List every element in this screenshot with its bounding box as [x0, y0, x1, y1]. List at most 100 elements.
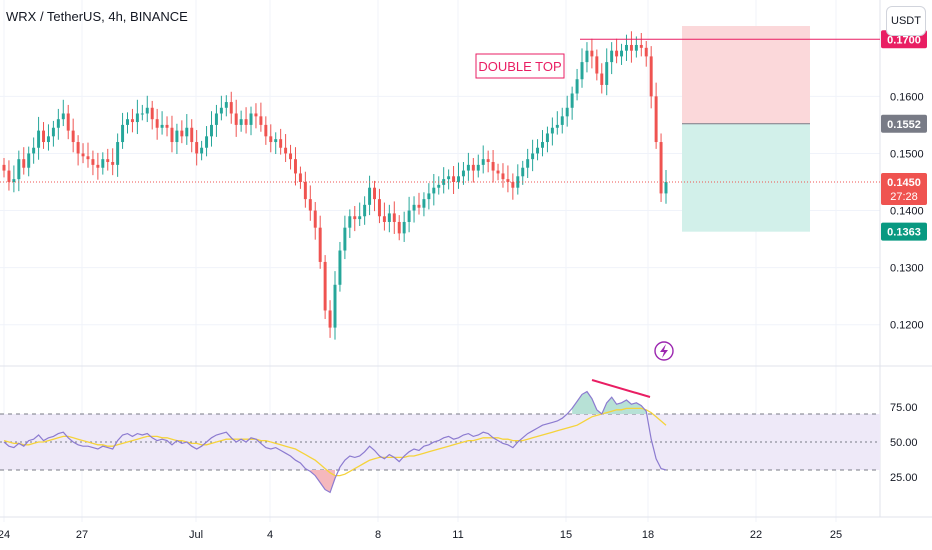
candle-body	[353, 216, 357, 220]
candle-body	[17, 159, 21, 180]
time-tick-label: 8	[375, 529, 381, 541]
rsi-divergence-line	[591, 379, 651, 398]
candle-body	[126, 119, 129, 125]
candle-body	[205, 136, 209, 148]
candle	[37, 116, 41, 160]
candle-body	[575, 79, 579, 94]
candle	[205, 126, 209, 157]
time-tick-label: 25	[830, 529, 842, 541]
candle	[2, 158, 6, 178]
current-price-tag: 0.1450 27:28	[881, 173, 927, 205]
candle	[279, 128, 283, 155]
candle-body	[175, 130, 179, 143]
candle-body	[531, 153, 535, 160]
candle	[447, 169, 451, 190]
candle	[175, 123, 179, 155]
candle	[200, 140, 204, 161]
candle-body	[214, 113, 218, 125]
candle	[7, 160, 11, 191]
candle-body	[565, 107, 569, 117]
candle-body	[298, 173, 302, 182]
candle	[417, 192, 421, 215]
candle-body	[96, 164, 100, 168]
candle-body	[254, 113, 258, 117]
candle-body	[397, 221, 401, 234]
candle-body	[620, 50, 624, 57]
candle	[160, 111, 164, 135]
time-tick-label: 22	[750, 529, 762, 541]
candle	[22, 147, 26, 175]
candle	[620, 43, 624, 65]
candle-body	[303, 182, 307, 200]
candle	[224, 95, 228, 117]
candle-body	[170, 127, 174, 143]
candle	[624, 34, 628, 61]
candle-body	[461, 170, 465, 177]
candle	[328, 300, 332, 338]
candle-body	[51, 127, 55, 137]
candle	[501, 163, 505, 188]
candle	[61, 99, 65, 127]
candle	[116, 133, 120, 177]
candle	[545, 126, 549, 153]
candle-body	[541, 142, 544, 148]
candle	[155, 108, 159, 140]
candle	[541, 130, 544, 157]
currency-button[interactable]: USDT	[886, 6, 926, 36]
candle	[639, 32, 643, 57]
candle-body	[106, 159, 110, 163]
candle	[629, 31, 633, 63]
candle	[135, 99, 139, 135]
candle	[397, 215, 401, 241]
candle	[269, 124, 273, 153]
candle-body	[580, 62, 584, 80]
candle	[590, 38, 594, 69]
candle	[476, 154, 480, 178]
candle	[526, 148, 530, 179]
candle-body	[422, 199, 426, 208]
candle	[66, 104, 70, 140]
candle	[284, 134, 288, 163]
candle-body	[437, 184, 441, 188]
candle	[130, 108, 134, 133]
candle-body	[121, 124, 125, 143]
candle	[442, 167, 446, 194]
candle	[244, 107, 248, 134]
candlestick-series	[2, 31, 668, 340]
target-tag-text: 0.1363	[887, 227, 921, 239]
time-tick-label: Jul	[189, 529, 203, 541]
candle	[293, 147, 297, 186]
candle	[481, 145, 485, 174]
candle-body	[545, 133, 549, 143]
candle-body	[634, 44, 638, 51]
candle-body	[560, 116, 564, 125]
rsi-oversold-fill	[310, 470, 335, 493]
candle-body	[185, 127, 189, 137]
double-top-label: DOUBLE TOP	[478, 59, 561, 74]
candle-body	[2, 164, 6, 171]
candle	[254, 103, 258, 129]
candle-body	[407, 210, 411, 222]
candle	[17, 150, 21, 192]
candle	[303, 171, 307, 208]
candle-body	[382, 216, 386, 222]
candle	[165, 116, 169, 137]
overlays: DOUBLE TOP	[0, 38, 880, 361]
candle	[600, 63, 604, 94]
candle	[219, 95, 223, 121]
candle	[644, 40, 648, 67]
candle-body	[605, 62, 609, 85]
candle	[101, 152, 105, 175]
candle	[56, 108, 60, 140]
candle-body	[338, 250, 342, 285]
candle	[486, 150, 490, 173]
candle	[249, 106, 253, 136]
candle-body	[140, 113, 144, 115]
candle-body	[550, 127, 554, 134]
candle	[348, 209, 352, 238]
candle-body	[659, 142, 663, 194]
price-tick-label: 0.1300	[890, 263, 924, 275]
candle	[392, 201, 396, 234]
candle-body	[417, 204, 421, 208]
